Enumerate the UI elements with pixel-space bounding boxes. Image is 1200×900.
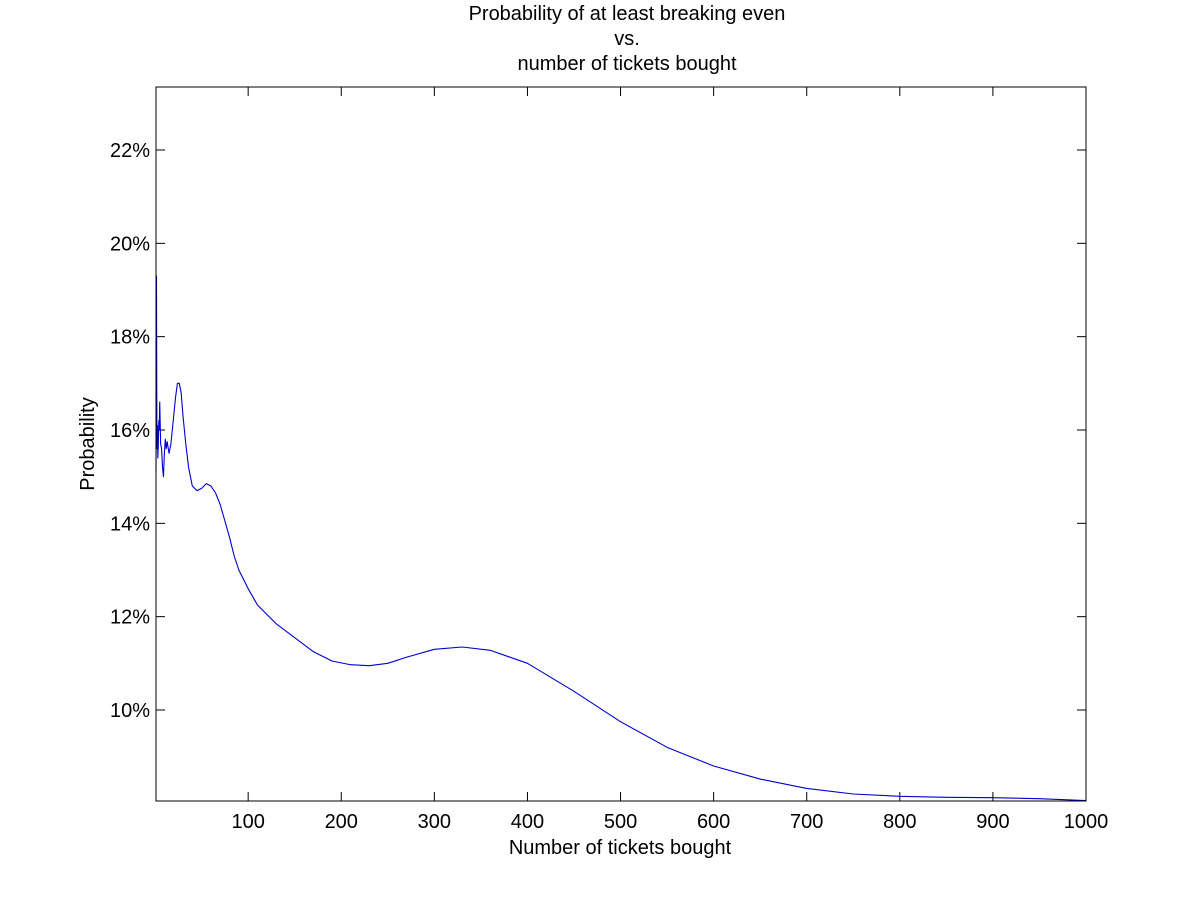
x-tick-label: 200 xyxy=(325,811,358,833)
y-tick-label: 22% xyxy=(110,140,150,162)
x-tick-label: 400 xyxy=(511,811,544,833)
x-axis-label: Number of tickets bought xyxy=(509,837,732,859)
y-tick-label: 16% xyxy=(110,420,150,442)
y-tick-label: 12% xyxy=(110,607,150,629)
plot-frame xyxy=(155,86,1087,802)
x-tick-label: 600 xyxy=(697,811,730,833)
chart-title-line-2: vs. xyxy=(614,28,640,50)
x-tick-label: 700 xyxy=(790,811,823,833)
x-tick-label: 800 xyxy=(883,811,916,833)
x-tick-label: 1000 xyxy=(1064,811,1109,833)
ticks-layer: 100 200 300 400 500 600 700 800 900 1000 10% 12% 14%… xyxy=(110,87,1108,833)
x-tick-label: 300 xyxy=(418,811,451,833)
y-tick-label: 14% xyxy=(110,513,150,535)
chart-title-line-3: number of tickets bought xyxy=(517,53,736,75)
y-tick-label: 18% xyxy=(110,327,150,349)
x-tick-label: 900 xyxy=(976,811,1009,833)
x-tick-label: 500 xyxy=(604,811,637,833)
y-axis-label: Probability xyxy=(77,397,99,490)
plot-area xyxy=(156,87,1086,801)
chart-title-line-1: Probability of at least breaking even xyxy=(469,3,786,25)
series-line-0 xyxy=(155,275,1087,802)
x-tick-label: 100 xyxy=(231,811,264,833)
series-layer xyxy=(155,275,1087,802)
y-tick-label: 20% xyxy=(110,233,150,255)
y-tick-label: 10% xyxy=(110,700,150,722)
